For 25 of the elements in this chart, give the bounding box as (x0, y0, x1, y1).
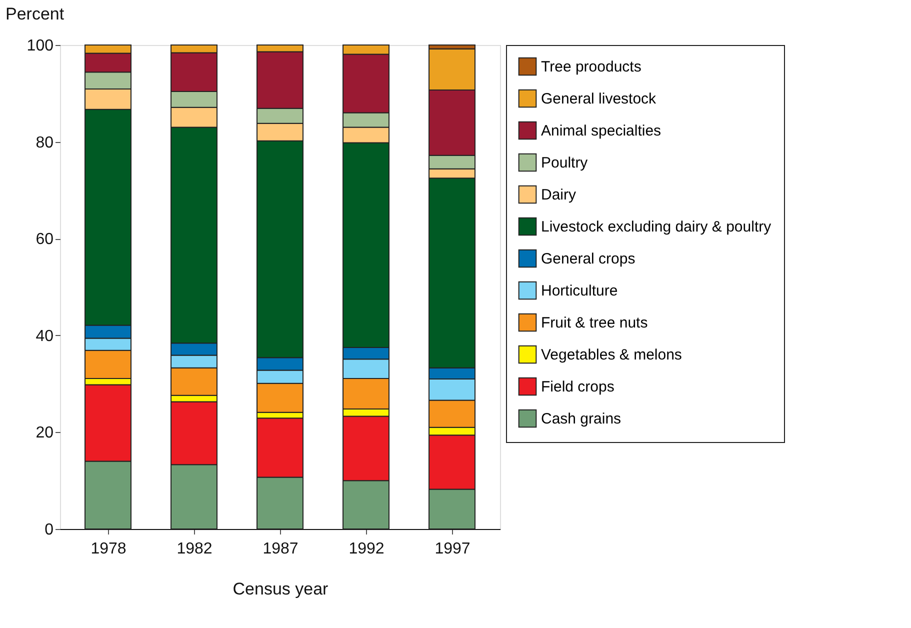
x-axis-title: Census year (232, 580, 329, 598)
x-tick-label: 1992 (348, 540, 384, 558)
x-tick-label: 1978 (90, 540, 126, 558)
y-tick-label: 80 (36, 134, 54, 152)
x-tick-label: 1987 (262, 540, 298, 558)
legend-label: Cash grains (541, 410, 622, 428)
legend-label: Livestock excluding dairy & poultry (541, 218, 772, 236)
x-tick-label: 1982 (176, 540, 212, 558)
legend-label: Animal specialties (541, 122, 662, 140)
y-tick-label: 20 (36, 424, 54, 442)
y-tick-label: 40 (36, 328, 54, 345)
legend-label: Dairy (541, 186, 576, 204)
legend-label: Tree prooducts (541, 58, 642, 76)
x-tick-label: 1997 (434, 540, 470, 558)
y-axis-title: Percent (6, 4, 64, 24)
legend-label: Fruit & tree nuts (541, 314, 648, 332)
legend-label: Poultry (541, 154, 588, 172)
y-tick-label: 60 (36, 231, 54, 248)
legend-label: Vegetables & melons (541, 346, 682, 364)
y-tick-label: 0 (44, 522, 54, 538)
legend-label: Field crops (541, 378, 614, 396)
y-tick-label: 100 (26, 38, 54, 54)
legend-label: Horticulture (541, 282, 618, 300)
legend-label: General livestock (541, 90, 657, 108)
legend-label: General crops (541, 250, 636, 268)
